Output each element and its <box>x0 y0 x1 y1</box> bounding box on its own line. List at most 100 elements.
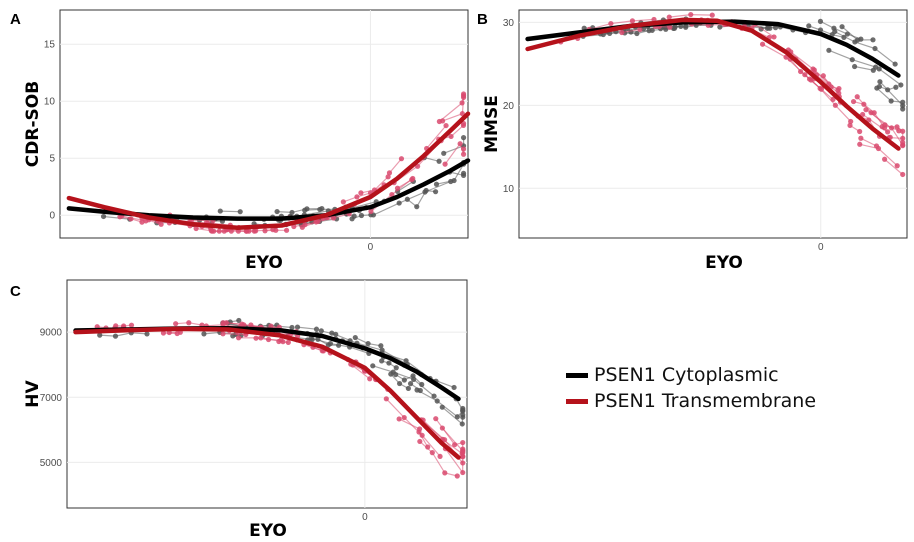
observation-point <box>248 322 254 328</box>
observation-point <box>417 426 423 432</box>
observation-point <box>666 14 672 20</box>
observation-point <box>900 106 906 112</box>
observation-point <box>848 118 854 125</box>
y-tick-label: 5000 <box>40 458 63 469</box>
observation-point <box>333 331 339 337</box>
trajectory-line <box>302 213 350 228</box>
observation-point <box>454 473 460 479</box>
observation-point <box>459 421 465 427</box>
observation-point <box>460 439 466 446</box>
observation-point <box>854 94 860 100</box>
observation-point <box>460 414 466 420</box>
trajectory-line <box>435 418 464 453</box>
observation-point <box>405 385 411 392</box>
panel-b-frame <box>518 9 908 239</box>
trajectory-line <box>621 28 640 34</box>
trajectory-line <box>853 101 885 129</box>
trajectory-line <box>862 113 888 133</box>
observation-point <box>448 133 454 140</box>
observation-point <box>860 111 866 118</box>
observation-point <box>228 228 234 234</box>
legend-label-cytoplasmic: PSEN1 Cytoplasmic <box>594 364 779 386</box>
observation-point <box>419 432 425 438</box>
observation-point <box>678 23 684 30</box>
observation-point <box>383 396 389 402</box>
observation-point <box>396 200 402 206</box>
observation-point <box>888 98 894 104</box>
observation-point <box>258 335 264 341</box>
observation-point <box>289 324 295 331</box>
observation-point <box>302 222 308 228</box>
trajectory-line <box>220 210 241 213</box>
panel-c-x-ticks: 0 <box>362 512 368 523</box>
observation-point <box>873 64 879 70</box>
observation-point <box>423 187 429 194</box>
observation-point <box>401 414 407 421</box>
trajectory-line <box>884 158 904 175</box>
observation-point <box>313 219 319 225</box>
panel-c: 5000 7000 9000 0 EYO HV <box>23 279 468 541</box>
observation-point <box>460 170 467 176</box>
observation-point <box>396 380 403 387</box>
observation-point <box>243 228 249 234</box>
observation-point <box>442 470 448 476</box>
observation-point <box>434 398 440 404</box>
observation-point <box>349 216 355 222</box>
observation-point <box>810 66 816 72</box>
observation-point <box>894 163 900 169</box>
panel-c-frame <box>66 279 468 509</box>
observation-point <box>858 135 864 141</box>
trajectory-line <box>307 338 339 346</box>
trajectory-line <box>99 332 148 337</box>
observation-point <box>817 18 824 24</box>
observation-point <box>113 323 119 329</box>
trajectory-line <box>277 208 322 214</box>
observation-point <box>861 101 867 107</box>
observation-point <box>289 209 295 216</box>
observation-point <box>771 34 777 40</box>
observation-point <box>220 320 226 326</box>
panel-a-frame <box>59 9 469 239</box>
observation-point <box>798 68 804 75</box>
observation-point <box>885 129 891 135</box>
observation-point <box>767 25 773 31</box>
y-tick-label: 9000 <box>40 328 63 339</box>
observation-point <box>460 146 467 152</box>
observation-point <box>619 29 625 36</box>
observation-point <box>417 387 423 394</box>
trajectory-line <box>398 418 420 430</box>
panel-c-letter: C <box>10 283 21 300</box>
observation-point <box>236 317 242 324</box>
trajectory-line <box>426 125 447 149</box>
panel-c-xlabel: EYO <box>249 521 287 541</box>
x-tick-label: 0 <box>818 242 824 253</box>
observation-point <box>651 16 657 23</box>
observation-point <box>832 102 838 108</box>
y-tick-label: 5 <box>49 154 55 165</box>
observation-point <box>425 444 431 450</box>
observation-point <box>273 227 279 233</box>
trajectory-line <box>860 137 877 147</box>
observation-point <box>460 94 467 101</box>
trajectory-line <box>297 326 317 330</box>
panel-b-x-ticks: 0 <box>818 242 824 253</box>
observation-point <box>274 208 280 215</box>
panel-b-xlabel: EYO <box>705 253 743 273</box>
observation-point <box>354 194 360 200</box>
observation-point <box>896 128 902 134</box>
observation-point <box>454 414 460 420</box>
observation-point <box>432 189 439 195</box>
trajectory-line <box>389 158 402 174</box>
legend-item-cytoplasmic: PSEN1 Cytoplasmic <box>566 362 816 388</box>
observation-point <box>173 321 179 327</box>
observation-point <box>389 191 395 198</box>
observation-point <box>407 381 414 387</box>
observation-point <box>900 139 906 146</box>
observation-point <box>186 320 192 326</box>
observation-point <box>460 469 466 476</box>
observation-point <box>265 336 272 343</box>
observation-point <box>144 331 150 337</box>
legend: PSEN1 Cytoplasmic PSEN1 Transmembrane <box>566 362 816 414</box>
panel-a-x-ticks: 0 <box>368 242 374 253</box>
y-tick-label: 20 <box>503 101 515 112</box>
